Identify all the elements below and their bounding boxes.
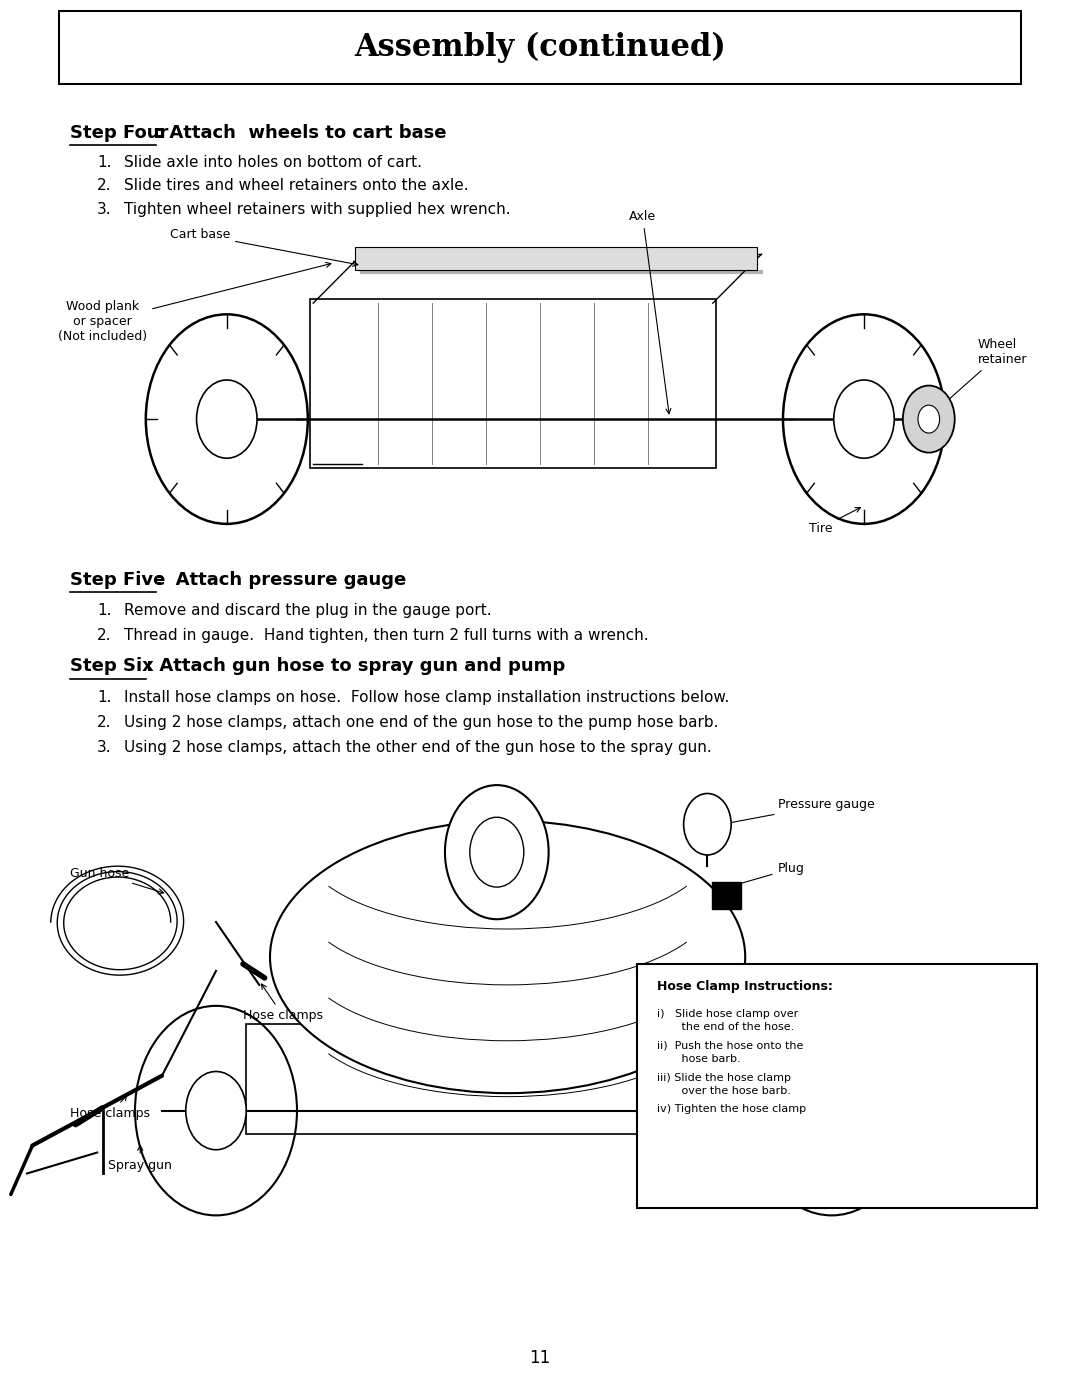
Text: i)   Slide hose clamp over
       the end of the hose.: i) Slide hose clamp over the end of the … (657, 1009, 798, 1032)
Text: : Attach  wheels to cart base: : Attach wheels to cart base (156, 124, 446, 141)
Text: 3.: 3. (97, 203, 112, 217)
Text: Step Six: Step Six (70, 658, 154, 675)
Text: Hose Clamp Instructions:: Hose Clamp Instructions: (657, 979, 833, 993)
Text: Step Five: Step Five (70, 571, 165, 588)
FancyBboxPatch shape (59, 11, 1021, 84)
Text: 11: 11 (529, 1350, 551, 1366)
Circle shape (801, 1071, 862, 1150)
Text: Hose clamps: Hose clamps (243, 983, 323, 1023)
Text: Cart base: Cart base (170, 228, 357, 267)
Text: ii)  Push the hose onto the
       hose barb.: ii) Push the hose onto the hose barb. (657, 1041, 804, 1065)
Text: Tighten wheel retainers with supplied hex wrench.: Tighten wheel retainers with supplied he… (124, 203, 511, 217)
Text: Step Four: Step Four (70, 124, 168, 141)
Text: 3.: 3. (97, 740, 112, 754)
FancyBboxPatch shape (310, 299, 716, 468)
Circle shape (903, 386, 955, 453)
FancyBboxPatch shape (637, 964, 1037, 1208)
FancyBboxPatch shape (246, 1024, 791, 1134)
Circle shape (197, 380, 257, 458)
Text: Remove and discard the plug in the gauge port.: Remove and discard the plug in the gauge… (124, 604, 491, 617)
Circle shape (834, 380, 894, 458)
Text: 1.: 1. (97, 604, 111, 617)
Text: Slide axle into holes on bottom of cart.: Slide axle into holes on bottom of cart. (124, 155, 422, 169)
Text: Assembly (continued): Assembly (continued) (354, 32, 726, 63)
Text: Gun hose: Gun hose (70, 866, 163, 894)
Text: 2.: 2. (97, 629, 111, 643)
Text: Using 2 hose clamps, attach the other end of the gun hose to the spray gun.: Using 2 hose clamps, attach the other en… (124, 740, 712, 754)
Circle shape (684, 793, 731, 855)
Text: 1.: 1. (97, 690, 111, 704)
Text: Hose clamps: Hose clamps (70, 1095, 150, 1120)
FancyBboxPatch shape (712, 882, 741, 909)
Text: Pressure gauge: Pressure gauge (712, 798, 875, 828)
Text: Wheel
retainer: Wheel retainer (930, 338, 1027, 416)
Text: 2.: 2. (97, 715, 111, 729)
Text: 1.: 1. (97, 155, 111, 169)
Circle shape (918, 405, 940, 433)
Text: :  Attach pressure gauge: : Attach pressure gauge (156, 571, 406, 588)
Text: Wood plank
or spacer
(Not included): Wood plank or spacer (Not included) (58, 263, 330, 342)
Text: Install hose clamps on hose.  Follow hose clamp installation instructions below.: Install hose clamps on hose. Follow hose… (124, 690, 730, 704)
Text: Axle: Axle (629, 210, 671, 414)
FancyBboxPatch shape (355, 247, 757, 270)
Ellipse shape (270, 820, 745, 1092)
Text: Thread in gauge.  Hand tighten, then turn 2 full turns with a wrench.: Thread in gauge. Hand tighten, then turn… (124, 629, 649, 643)
Circle shape (470, 817, 524, 887)
Text: Spray gun: Spray gun (108, 1146, 172, 1172)
Text: Slide tires and wheel retainers onto the axle.: Slide tires and wheel retainers onto the… (124, 179, 469, 193)
Text: Tire: Tire (809, 507, 861, 535)
Text: iii) Slide the hose clamp
       over the hose barb.: iii) Slide the hose clamp over the hose … (657, 1073, 791, 1097)
Text: Plug: Plug (723, 862, 805, 890)
Text: : Attach gun hose to spray gun and pump: : Attach gun hose to spray gun and pump (146, 658, 566, 675)
Text: iv) Tighten the hose clamp: iv) Tighten the hose clamp (657, 1104, 806, 1113)
Circle shape (186, 1071, 246, 1150)
Text: Using 2 hose clamps, attach one end of the gun hose to the pump hose barb.: Using 2 hose clamps, attach one end of t… (124, 715, 718, 729)
Circle shape (445, 785, 549, 919)
Text: 2.: 2. (97, 179, 111, 193)
